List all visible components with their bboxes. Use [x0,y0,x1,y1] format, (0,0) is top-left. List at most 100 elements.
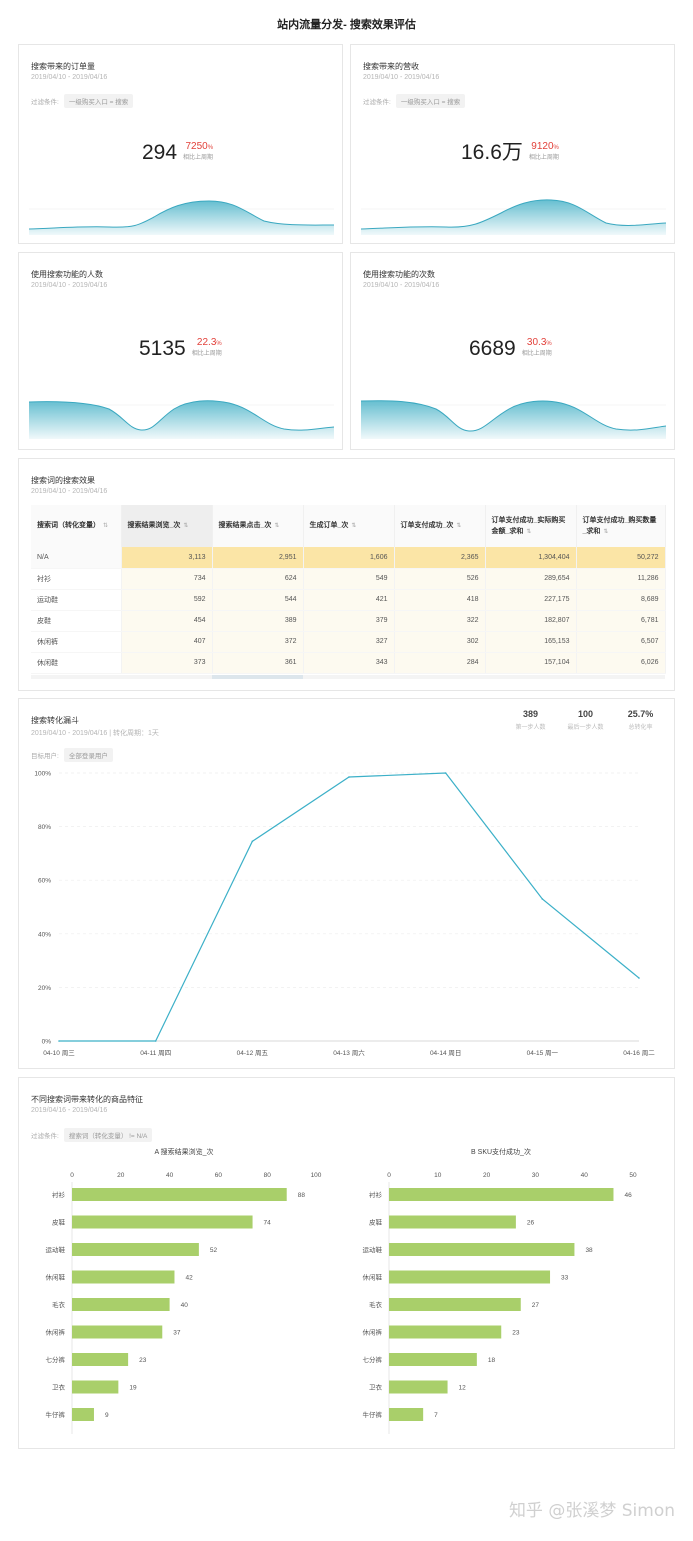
value-cell: 343 [303,652,395,674]
table-row[interactable]: 运动鞋 592 544 421 418 227,175 8,689 [31,589,666,611]
bar-value-label: 19 [129,1385,137,1392]
value-cell: 407 [121,631,213,653]
table-row[interactable]: 休闲裤 407 372 327 302 165,153 6,507 [31,631,666,653]
filter: 过滤条件: 一级购买入口 = 搜索 [363,94,466,108]
value-cell: 372 [212,631,304,653]
value-cell: 284 [394,652,486,674]
kpi-delta: 9120% [531,141,559,152]
column-header[interactable]: 搜索结果点击_次 ⇅ [212,505,304,547]
horizontal-scrollbar[interactable] [31,674,665,679]
x-tick-label: 04-15 周一 [527,1049,559,1057]
line-point[interactable] [348,776,350,778]
bar[interactable] [389,1380,448,1394]
filter-tag[interactable]: 一级购买入口 = 搜索 [63,94,134,108]
bar[interactable] [389,1325,502,1339]
table-row[interactable]: 皮鞋 454 389 379 322 182,807 6,781 [31,610,666,632]
line-point[interactable] [154,1040,157,1042]
table-row[interactable]: 衬衫 734 624 549 526 289,654 11,286 [31,568,666,590]
bar[interactable] [389,1353,477,1366]
scrollbar-thumb[interactable] [212,674,303,679]
bar[interactable] [389,1408,424,1421]
bar[interactable] [389,1188,614,1201]
kpi-title: 搜索带来的订单量 [31,62,95,71]
page-title: 站内流量分发- 搜索效果评估 [277,19,416,31]
line-point[interactable] [541,898,544,900]
value-cell: 289,654 [485,568,577,590]
bar[interactable] [72,1270,175,1284]
category-label: 皮鞋 [52,1218,66,1227]
y-tick-label: 100% [34,771,51,778]
bar[interactable] [389,1215,516,1229]
kpi-value: 294 [142,141,178,164]
bar-value-label: 37 [173,1330,181,1337]
bar-value-label: 46 [624,1192,632,1199]
table-row[interactable]: N/A 3,113 2,951 1,606 2,365 1,304,404 50,272 [31,547,666,569]
value-cell: 8,689 [576,589,666,611]
value-cell: 373 [121,652,213,674]
sort-icon: ⇅ [603,528,609,535]
x-tick-label: 04-12 周五 [237,1049,269,1057]
filter-tag[interactable]: 一级购买入口 = 搜索 [395,94,466,108]
target-tag[interactable]: 全部登录用户 [63,748,113,762]
bar[interactable] [72,1353,129,1366]
kpi-compare: 相比上周期 [183,155,214,161]
line-point[interactable] [251,840,254,843]
search-term-cell: 运动鞋 [31,589,122,611]
bar-value-label: 23 [512,1330,520,1337]
bar[interactable] [72,1298,170,1311]
bar[interactable] [72,1215,253,1229]
value-cell: 302 [394,631,486,653]
column-header[interactable]: 订单支付成功_实际购买金额_求和 ⇅ [485,505,577,547]
kpi-card-revenue: 搜索带来的营收 2019/04/10 - 2019/04/16 过滤条件: 一级购… [350,44,675,244]
filter-tag[interactable]: 搜索词（转化变量） != N/A [63,1128,153,1142]
kpi-compare: 相比上周期 [528,155,559,161]
stat-conversion-rate: 25.7% 总转化率 [627,709,654,731]
bar[interactable] [72,1325,163,1339]
search-term-cell: 休闲裤 [31,631,122,653]
funnel-line-chart: 0% 20% 40% 60% 80% 100% 04-10 周三 04-11 周四 04-12 … [34,771,655,1058]
kpi-delta: 30.3% [526,337,552,348]
bar[interactable] [72,1188,287,1201]
value-cell: 2,951 [212,547,304,569]
value-cell: 624 [212,568,304,590]
bar[interactable] [72,1380,119,1394]
y-tick-label: 80% [38,824,51,831]
column-header[interactable]: 搜索结果浏览_次 ⇅ [121,505,213,547]
kpi-value-group: 6689 30.3% 相比上周期 [469,337,552,361]
kpi-date: 2019/04/10 - 2019/04/16 [31,74,108,81]
y-tick-label: 60% [38,878,51,885]
column-header[interactable]: 生成订单_次 ⇅ [303,505,395,547]
funnel-title: 搜索转化漏斗 [31,716,79,725]
x-tick-label: 20 [117,1172,125,1179]
bar[interactable] [389,1243,575,1256]
value-cell: 1,606 [303,547,395,569]
value-cell: 734 [121,568,213,590]
x-tick-label: 20 [483,1172,491,1179]
table-row[interactable]: 休闲鞋 373 361 343 284 157,104 6,026 [31,652,666,674]
line-point[interactable] [444,772,447,774]
kpi-compare: 相比上周期 [191,351,222,357]
bar[interactable] [389,1298,521,1311]
bar[interactable] [72,1408,94,1421]
line-point[interactable] [638,977,640,979]
bar-value-label: 26 [527,1220,535,1227]
x-tick-label: 10 [434,1172,442,1179]
column-header[interactable]: 订单支付成功_次 ⇅ [394,505,486,547]
kpi-value: 5135 [139,337,186,360]
x-tick-label: 50 [629,1172,637,1179]
bar-value-label: 23 [139,1357,147,1364]
value-cell: 50,272 [576,547,666,569]
bar[interactable] [72,1243,199,1256]
x-tick-label: 04-14 周日 [430,1049,461,1057]
line-point[interactable] [58,1040,60,1042]
bar-value-label: 40 [181,1302,189,1309]
bar-value-label: 33 [561,1275,569,1282]
sort-icon: ⇅ [526,528,532,535]
column-header[interactable]: 订单支付成功_购买数量_求和 ⇅ [576,505,666,547]
column-header[interactable]: 搜索词（转化变量） ⇅ [31,505,122,547]
bar[interactable] [389,1270,551,1284]
data-table: 搜索词（转化变量） ⇅ 搜索结果浏览_次 ⇅ 搜索结果点击_次 ⇅ 生成订单_次 ⇅ 订… [31,505,666,679]
kpi-delta: 22.3% [196,337,222,348]
x-tick-label: 60 [215,1172,223,1179]
category-label: 七分裤 [46,1355,66,1364]
